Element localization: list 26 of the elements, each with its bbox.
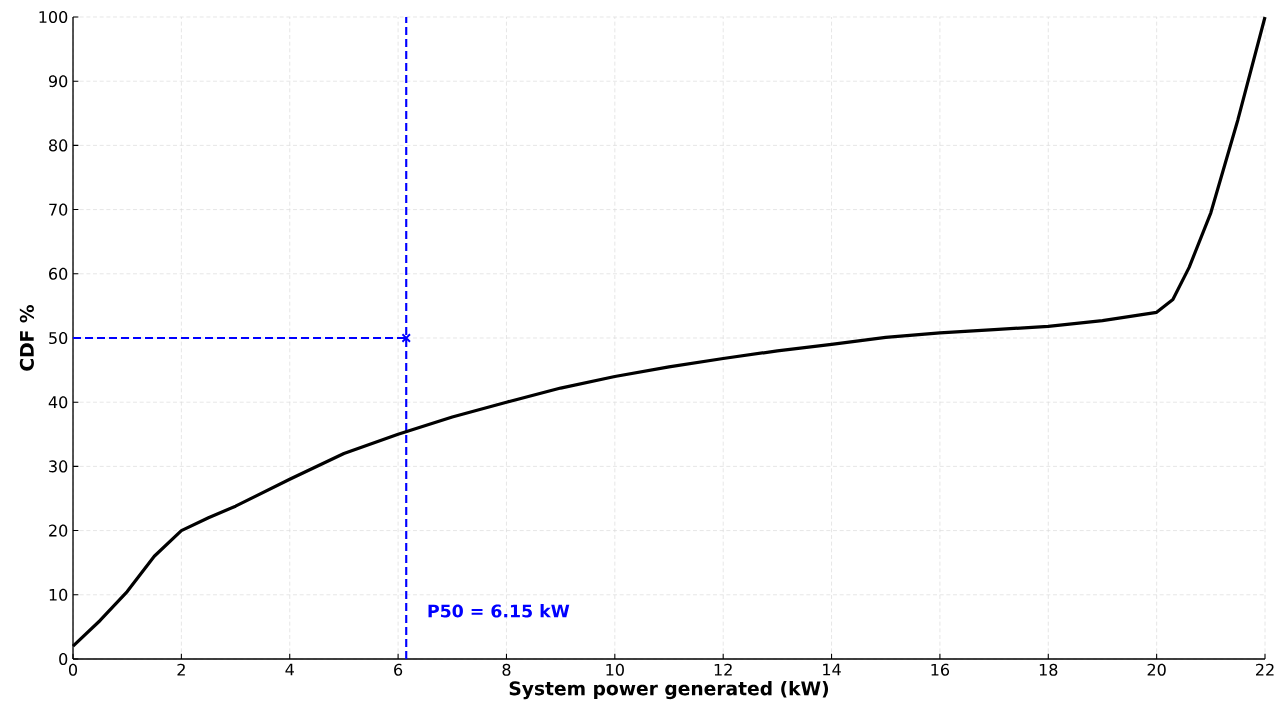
y-tick-label: 40 [48, 396, 68, 409]
x-tick-label: 20 [1147, 663, 1166, 676]
y-tick-label: 70 [49, 203, 68, 216]
y-tick-label: 10 [49, 588, 68, 601]
x-tick-label: 18 [1039, 663, 1058, 676]
y-tick-label: 50 [49, 331, 68, 345]
y-tick-label: 20 [49, 524, 68, 537]
y-tick-label: 0 [59, 652, 68, 666]
y-tick-label: 60 [49, 267, 68, 280]
x-tick-label: 6 [394, 663, 403, 676]
y-tick-label: 100 [39, 10, 68, 24]
x-axis-title: System power generated (kW) [509, 680, 829, 700]
x-tick-label: 22 [1256, 663, 1274, 676]
x-tick-label: 12 [714, 663, 732, 676]
x-tick-label: 0 [68, 663, 78, 676]
x-tick-label: 14 [823, 663, 841, 676]
x-tick-label: 4 [285, 663, 294, 676]
y-tick-label: 90 [48, 75, 68, 88]
x-tick-label: 10 [606, 663, 624, 676]
annotation: P50 = 6.15 kW [428, 604, 570, 618]
x-tick-label: 8 [502, 663, 511, 676]
x-tick-label: 16 [931, 663, 950, 676]
x-tick-label: 2 [177, 663, 185, 676]
y-axis-title: CDF % [19, 305, 34, 371]
y-tick-label: 30 [49, 460, 68, 473]
y-tick-label: 80 [49, 139, 68, 152]
